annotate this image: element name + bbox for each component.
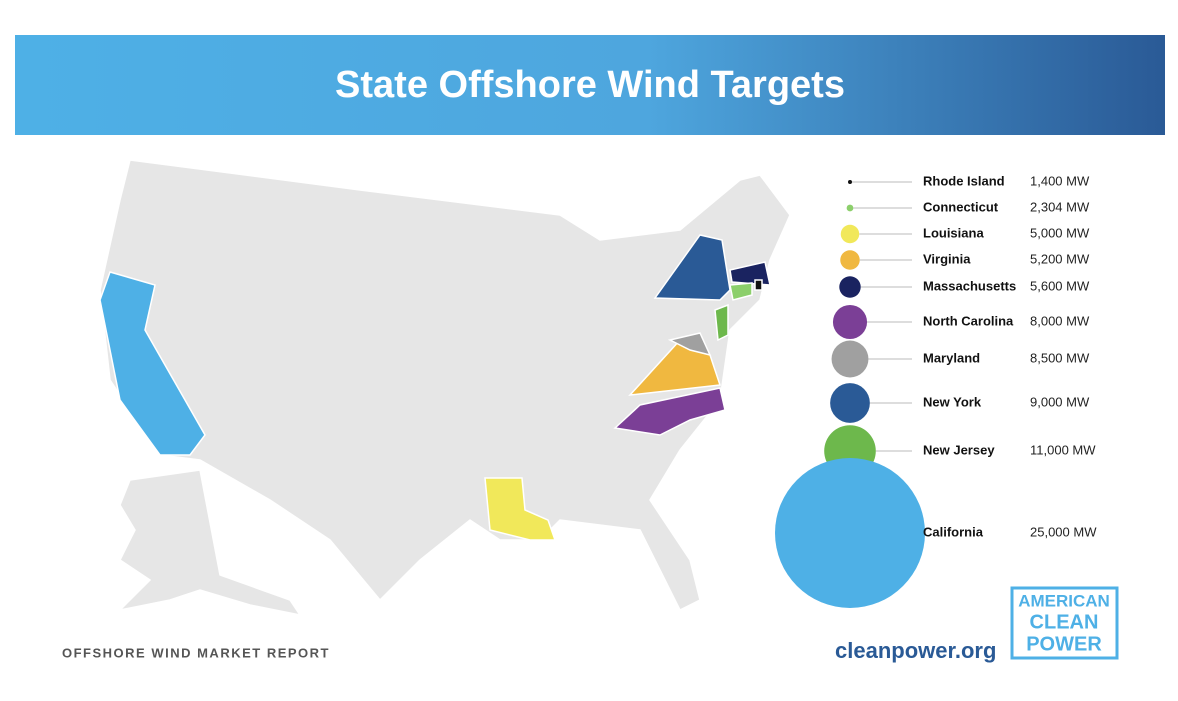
us-map <box>99 159 791 612</box>
logo-text: POWER <box>1026 633 1102 655</box>
state-shape <box>714 303 729 342</box>
state-name: Connecticut <box>923 199 999 214</box>
state-target: 11,000 MW <box>1030 442 1096 457</box>
bubble <box>848 180 852 184</box>
state-name: Virginia <box>923 251 971 266</box>
state-name: Massachusetts <box>923 278 1016 293</box>
bubble <box>839 276 861 298</box>
logo-frame <box>1010 586 1119 660</box>
state-target: 25,000 MW <box>1030 524 1097 539</box>
bubble <box>830 383 870 423</box>
state-target: 2,304 MW <box>1030 199 1090 214</box>
bubble <box>840 224 860 244</box>
bubble <box>831 340 869 378</box>
state-name: New York <box>923 394 982 409</box>
state-name: North Carolina <box>923 313 1014 328</box>
state-name: Louisiana <box>923 225 984 240</box>
state-shape <box>653 234 731 301</box>
website: cleanpower.org <box>835 638 996 663</box>
state-target: 8,000 MW <box>1030 313 1090 328</box>
state-shape <box>613 387 726 436</box>
title: State Offshore Wind Targets <box>335 64 845 106</box>
state-target: 5,600 MW <box>1030 278 1090 293</box>
bubble <box>775 458 925 608</box>
state-shape <box>484 477 557 541</box>
state-shape <box>729 282 753 301</box>
state-shape <box>754 279 763 291</box>
state-shape <box>99 271 206 456</box>
alaska <box>117 469 302 617</box>
state-target: 5,000 MW <box>1030 225 1090 240</box>
state-name: Maryland <box>923 350 980 365</box>
map <box>99 159 791 617</box>
state-target: 5,200 MW <box>1030 251 1090 266</box>
report-name: OFFSHORE WIND MARKET REPORT <box>62 645 330 660</box>
state-target: 1,400 MW <box>1030 173 1090 188</box>
state-shape <box>667 332 712 357</box>
bubble <box>846 204 854 212</box>
state-target: 9,000 MW <box>1030 394 1090 409</box>
state-target: 8,500 MW <box>1030 350 1090 365</box>
logo: AMERICAN CLEAN POWER <box>1010 586 1119 660</box>
header-band <box>15 35 1165 135</box>
bubble <box>840 250 860 270</box>
legend: Rhode Island 1,400 MW Connecticut 2,304 MW L… <box>775 173 1097 608</box>
bubble <box>832 304 868 340</box>
logo-text: CLEAN <box>1030 611 1099 633</box>
state-name: New Jersey <box>923 442 995 457</box>
state-name: California <box>923 524 984 539</box>
logo-text: AMERICAN <box>1018 591 1110 610</box>
state-name: Rhode Island <box>923 173 1005 188</box>
